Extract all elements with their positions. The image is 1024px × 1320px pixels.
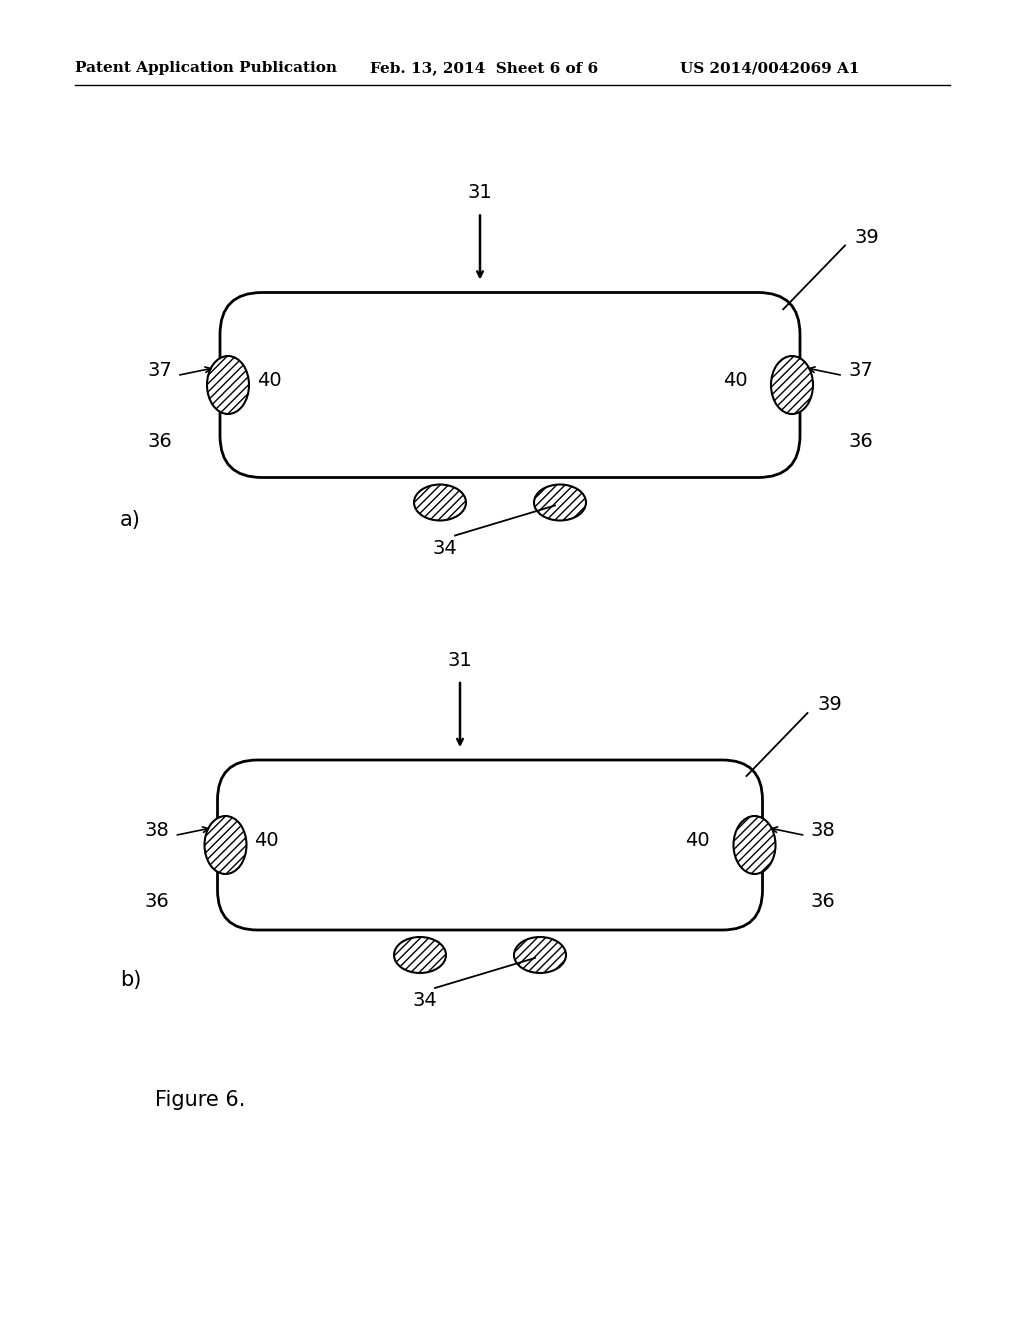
Ellipse shape xyxy=(207,356,249,414)
Text: 31: 31 xyxy=(468,183,493,202)
Text: 40: 40 xyxy=(257,371,282,389)
Text: 38: 38 xyxy=(144,821,170,840)
Text: 34: 34 xyxy=(432,539,458,557)
Text: 40: 40 xyxy=(255,830,280,850)
Text: Feb. 13, 2014  Sheet 6 of 6: Feb. 13, 2014 Sheet 6 of 6 xyxy=(370,61,598,75)
Text: 38: 38 xyxy=(811,821,836,840)
Text: Figure 6.: Figure 6. xyxy=(155,1090,246,1110)
Ellipse shape xyxy=(414,484,466,520)
Text: 40: 40 xyxy=(685,830,710,850)
FancyBboxPatch shape xyxy=(220,293,800,478)
Text: US 2014/0042069 A1: US 2014/0042069 A1 xyxy=(680,61,859,75)
Text: 34: 34 xyxy=(413,991,437,1010)
Text: 36: 36 xyxy=(811,892,836,911)
FancyBboxPatch shape xyxy=(217,760,763,931)
Text: 36: 36 xyxy=(144,892,170,911)
Text: 36: 36 xyxy=(848,432,872,451)
Ellipse shape xyxy=(534,484,586,520)
Ellipse shape xyxy=(205,816,247,874)
Ellipse shape xyxy=(514,937,566,973)
Ellipse shape xyxy=(771,356,813,414)
Text: 40: 40 xyxy=(723,371,748,389)
Text: 39: 39 xyxy=(817,696,843,714)
Text: 37: 37 xyxy=(147,360,172,380)
Text: 37: 37 xyxy=(848,360,872,380)
Text: a): a) xyxy=(120,510,141,531)
Text: 39: 39 xyxy=(855,228,880,247)
Ellipse shape xyxy=(394,937,446,973)
Ellipse shape xyxy=(733,816,775,874)
Text: Patent Application Publication: Patent Application Publication xyxy=(75,61,337,75)
Text: 36: 36 xyxy=(147,432,172,451)
Text: 31: 31 xyxy=(447,651,472,671)
Text: b): b) xyxy=(120,970,141,990)
